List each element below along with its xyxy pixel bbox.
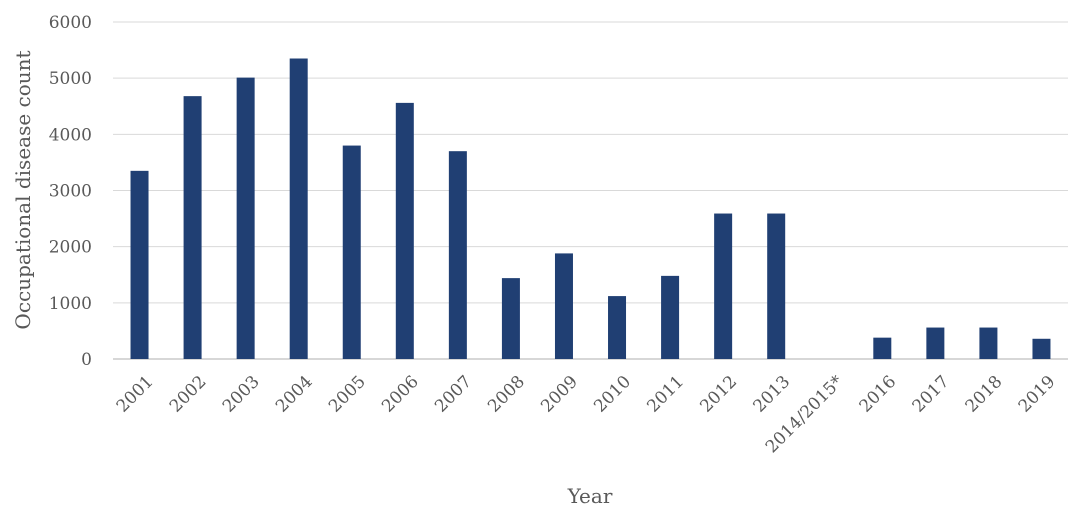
x-tick-label: 2016: [856, 372, 901, 417]
bar: [501, 278, 520, 359]
x-tick-label: 2008: [484, 372, 529, 417]
y-tick-label: 0: [81, 350, 92, 370]
bar: [554, 253, 573, 359]
x-tick-label: 2003: [219, 372, 264, 417]
bar: [767, 213, 786, 359]
y-tick-label: 4000: [49, 125, 92, 145]
y-tick-label: 3000: [49, 182, 92, 202]
bar: [873, 337, 892, 359]
bar: [661, 275, 680, 359]
bar: [926, 327, 945, 359]
y-tick-label: 5000: [49, 69, 92, 89]
bar: [608, 296, 627, 359]
y-tick-label: 1000: [49, 294, 92, 314]
x-tick-label: 2006: [378, 372, 423, 417]
bars: [130, 58, 1051, 360]
y-tick-labels: 0 1000 2000 3000 4000 5000 6000: [49, 13, 92, 370]
x-tick-label: 2017: [909, 372, 954, 417]
y-tick-label: 2000: [49, 238, 92, 258]
x-axis-title: Year: [567, 484, 613, 508]
x-tick-label: 2001: [113, 372, 158, 417]
x-tick-label: 2005: [325, 372, 370, 417]
x-tick-label: 2012: [696, 372, 741, 417]
bar: [395, 102, 414, 359]
x-tick-label: 2004: [272, 372, 317, 417]
bar: [979, 327, 998, 359]
bar: [342, 145, 361, 359]
bar: [448, 151, 467, 359]
bar: [236, 77, 255, 359]
bar: [130, 170, 149, 359]
bar: [714, 213, 733, 359]
x-tick-label: 2007: [431, 372, 476, 417]
x-tick-label: 2018: [962, 372, 1007, 417]
x-tick-labels: 2001 2002 2003 2004 2005 2006 2007 2008 2009 2010…: [113, 372, 1060, 458]
bar: [1032, 338, 1051, 359]
bar: [183, 96, 202, 359]
x-tick-label: 2009: [537, 372, 582, 417]
x-tick-label: 2013: [749, 372, 794, 417]
x-tick-label: 2019: [1015, 372, 1060, 417]
bar: [289, 58, 308, 360]
y-tick-label: 6000: [49, 13, 92, 33]
x-tick-label: 2002: [166, 372, 211, 417]
y-axis-title: Occupational disease count: [11, 50, 35, 329]
gridlines: [113, 21, 1068, 360]
x-tick-label: 2010: [590, 372, 635, 417]
x-tick-label: 2011: [643, 372, 688, 417]
